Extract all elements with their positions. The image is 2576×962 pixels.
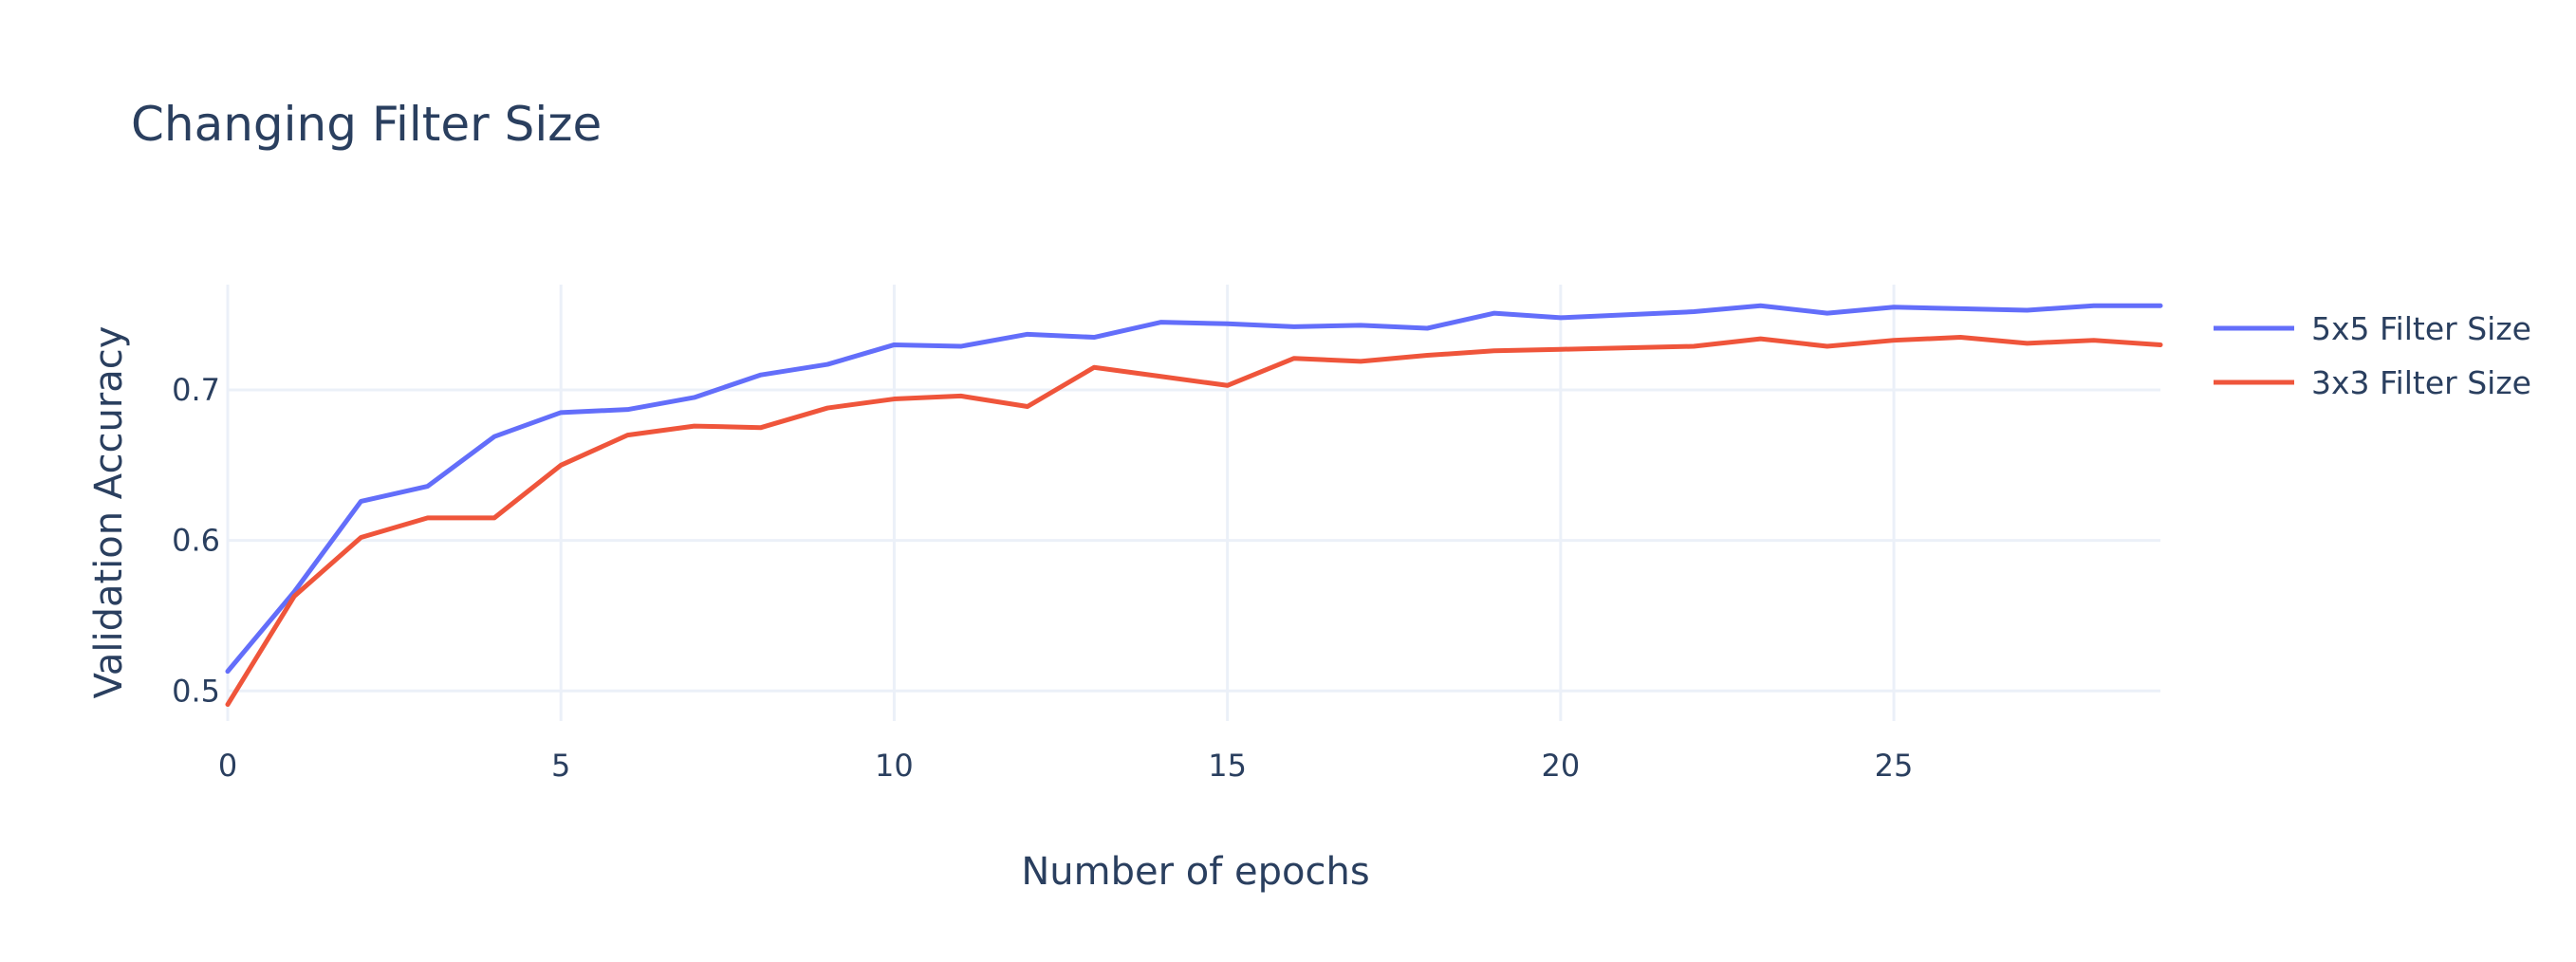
data-point — [1425, 354, 1429, 358]
data-point — [959, 344, 963, 348]
data-point — [2159, 304, 2162, 307]
data-point — [559, 463, 563, 467]
y-tick-label: 0.6 — [172, 523, 220, 559]
y-axis-title: Validation Accuracy — [87, 326, 131, 699]
data-point — [226, 670, 230, 674]
data-point — [2026, 308, 2029, 312]
data-point — [1692, 344, 1696, 348]
legend-item: 5x5 Filter Size — [2214, 310, 2531, 347]
grid — [226, 285, 2160, 721]
series-0 — [225, 303, 2163, 675]
data-point — [1092, 336, 1096, 340]
data-point — [492, 516, 496, 520]
data-point — [1492, 349, 1496, 353]
data-point — [625, 434, 629, 437]
data-point — [1026, 332, 1029, 336]
legend-label: 5x5 Filter Size — [2311, 310, 2531, 347]
data-point — [825, 362, 829, 366]
series-lines — [225, 303, 2163, 708]
data-point — [226, 703, 230, 707]
data-point — [1359, 360, 1362, 363]
data-point — [759, 426, 763, 430]
data-point — [825, 406, 829, 410]
x-tick-label: 20 — [1541, 748, 1580, 784]
data-point — [1892, 339, 1896, 342]
data-point — [1292, 324, 1296, 328]
data-point — [1158, 375, 1162, 379]
data-point — [2092, 304, 2096, 307]
data-point — [1226, 322, 1230, 325]
data-point — [1292, 357, 1296, 361]
data-point — [759, 373, 763, 377]
data-point — [2159, 342, 2162, 346]
legend-item: 3x3 Filter Size — [2214, 364, 2531, 401]
data-point — [492, 435, 496, 438]
x-tick-label: 0 — [218, 748, 237, 784]
chart-title: Changing Filter Size — [131, 97, 602, 152]
data-point — [693, 396, 696, 399]
data-point — [1559, 347, 1563, 351]
x-tick-label: 5 — [551, 748, 570, 784]
data-point — [1026, 404, 1029, 408]
y-tick-label: 0.7 — [172, 372, 220, 408]
data-point — [1425, 326, 1429, 330]
data-point — [1492, 311, 1496, 315]
series-line — [225, 303, 2163, 675]
data-point — [1625, 313, 1629, 317]
data-point — [1625, 346, 1629, 350]
data-point — [2092, 339, 2096, 342]
data-point — [1692, 310, 1696, 314]
data-point — [892, 342, 896, 346]
tick-labels: 0 5 10 15 20 25 0.5 0.6 0.7 — [172, 372, 1913, 784]
data-point — [1958, 306, 1962, 310]
data-point — [1759, 337, 1763, 341]
legend-label: 3x3 Filter Size — [2311, 364, 2531, 401]
series-1 — [225, 335, 2163, 708]
data-point — [292, 594, 296, 598]
data-point — [426, 485, 430, 489]
data-point — [359, 499, 362, 503]
series-line — [225, 335, 2163, 708]
data-point — [1892, 305, 1896, 309]
data-point — [2026, 342, 2029, 345]
data-point — [559, 411, 563, 415]
data-point — [426, 516, 430, 520]
data-point — [1825, 311, 1829, 315]
data-point — [625, 408, 629, 412]
data-point — [959, 394, 963, 398]
data-point — [1958, 336, 1962, 340]
data-point — [1359, 324, 1362, 327]
x-tick-label: 25 — [1875, 748, 1914, 784]
data-point — [693, 424, 696, 428]
data-point — [892, 398, 896, 401]
data-point — [1158, 321, 1162, 324]
x-tick-label: 15 — [1208, 748, 1247, 784]
data-point — [1825, 344, 1829, 348]
data-point — [359, 535, 362, 539]
y-tick-label: 0.5 — [172, 673, 220, 709]
data-point — [1759, 304, 1763, 307]
x-axis-title: Number of epochs — [1021, 850, 1369, 894]
data-point — [1092, 365, 1096, 369]
data-point — [1559, 316, 1563, 320]
data-point — [1226, 383, 1230, 387]
legend: 5x5 Filter Size 3x3 Filter Size — [2214, 310, 2531, 401]
x-tick-label: 10 — [875, 748, 914, 784]
